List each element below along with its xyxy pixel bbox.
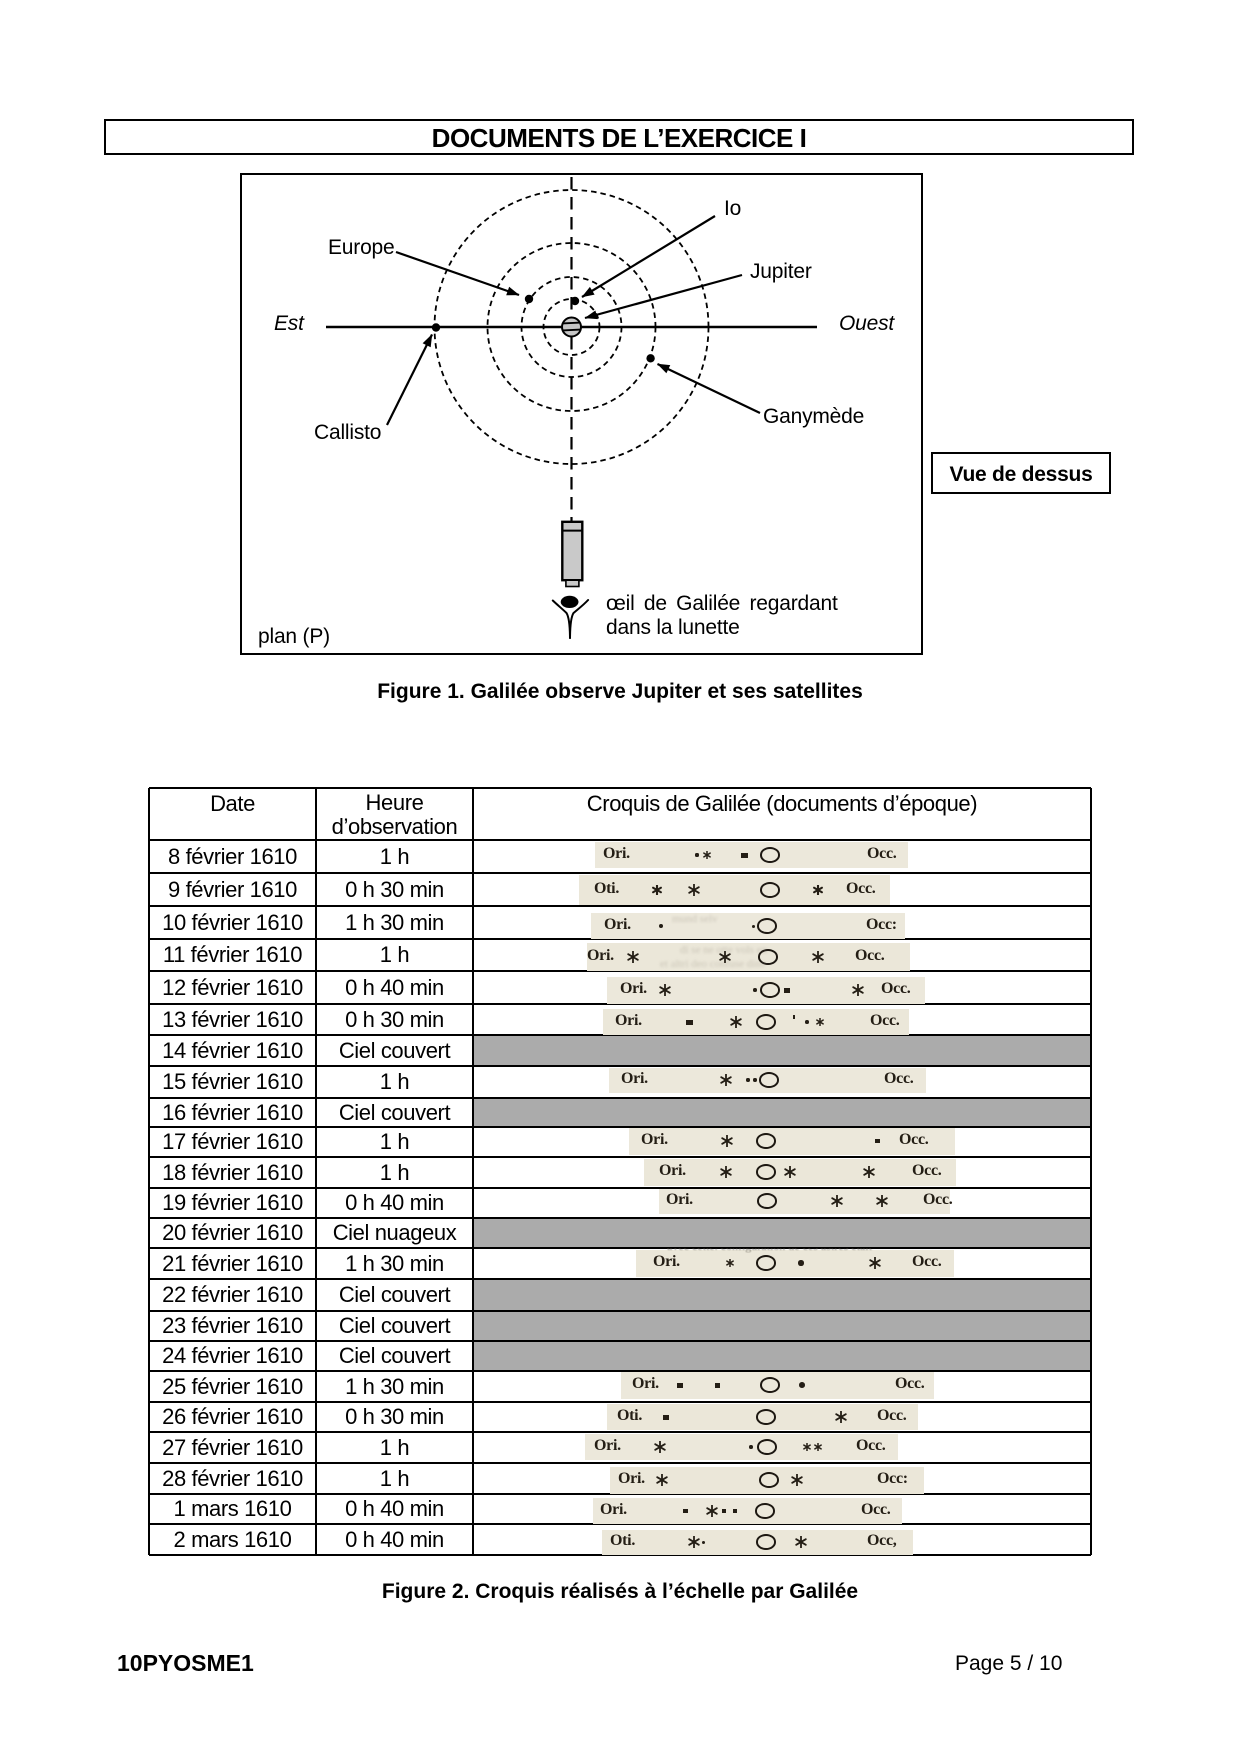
svg-text:dans la lunette: dans la lunette xyxy=(606,616,740,639)
svg-text:œil de Galilée regardant: œil de Galilée regardant xyxy=(606,592,838,615)
svg-text:plan (P): plan (P) xyxy=(258,625,330,648)
svg-text:Ouest: Ouest xyxy=(839,312,895,335)
svg-text:Europe: Europe xyxy=(328,236,395,259)
svg-text:Ganymède: Ganymède xyxy=(763,405,864,428)
svg-text:Io: Io xyxy=(724,197,741,220)
svg-text:Est: Est xyxy=(274,312,305,335)
svg-text:Callisto: Callisto xyxy=(314,421,381,444)
svg-text:Jupiter: Jupiter xyxy=(750,260,812,283)
